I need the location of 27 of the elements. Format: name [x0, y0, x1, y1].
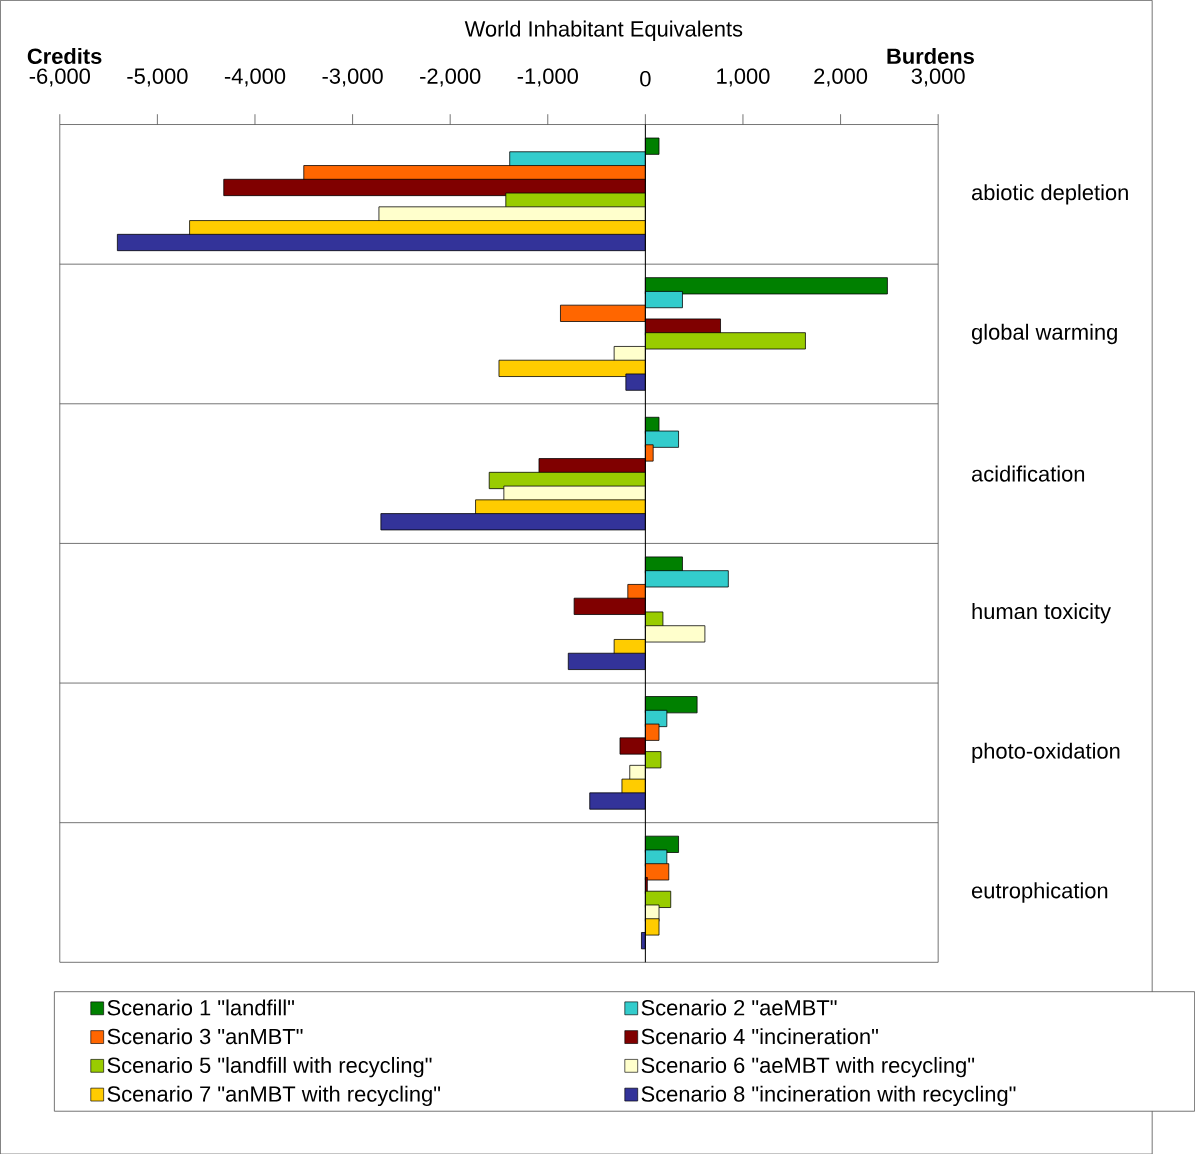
y-tick-label: global warming — [971, 323, 1117, 344]
x-tick-label: 1,000 — [717, 68, 770, 87]
x-tick-label: 0 — [640, 70, 651, 87]
x-tick-label: -1,000 — [517, 68, 578, 87]
legend-label: Scenario 5 "landfill with recycling" — [107, 1056, 432, 1078]
x-tick-label: -2,000 — [420, 68, 481, 87]
x-tick-label: -3,000 — [322, 68, 383, 87]
x-tick-label: 2,000 — [814, 68, 868, 87]
y-tick-label: human toxicity — [972, 602, 1111, 624]
legend-label: Scenario 2 "aeMBT" — [641, 999, 837, 1016]
legend-label: Scenario 8 "incineration with recycling" — [641, 1085, 1016, 1106]
x-tick-label: -4,000 — [224, 68, 286, 87]
chart-title: World Inhabitant Equivalents — [464, 20, 743, 41]
x-tick-label: 3,000 — [911, 68, 965, 87]
x-tick-label: -6,000 — [29, 68, 90, 87]
y-tick-label: abiotic depletion — [971, 183, 1128, 205]
legend-label: Scenario 6 "aeMBT with recycling" — [641, 1056, 975, 1078]
y-tick-label: photo-oxidation — [972, 742, 1120, 763]
y-tick-label: eutrophication — [971, 882, 1108, 903]
legend-label: Scenario 3 "anMBT" — [107, 1027, 303, 1045]
y-tick-label: acidification — [971, 465, 1085, 482]
text: Credits — [27, 47, 102, 64]
legend-label: Scenario 7 "anMBT with recycling" — [107, 1085, 441, 1106]
legend-label: Scenario 4 "incineration" — [641, 1027, 878, 1045]
legend-label: Scenario 1 "landfill" — [107, 999, 295, 1016]
text: Burdens — [887, 47, 974, 64]
x-tick-label: -5,000 — [127, 68, 188, 87]
